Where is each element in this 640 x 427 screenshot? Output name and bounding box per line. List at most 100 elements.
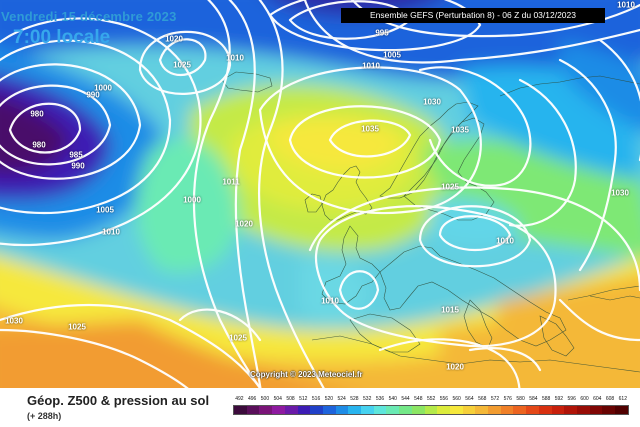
scale-label: 576	[503, 396, 512, 402]
isobar-label: 1025	[441, 182, 459, 192]
scale-swatch	[310, 406, 323, 414]
scale-swatch	[437, 406, 450, 414]
scale-swatch	[475, 406, 489, 414]
isobar-label: 1025	[173, 60, 191, 70]
scale-swatch	[246, 406, 260, 414]
isobar-label: 990	[71, 161, 85, 171]
isobar-label: 1010	[226, 53, 244, 63]
scale-label: 544	[401, 396, 410, 402]
scale-label: 516	[311, 396, 321, 402]
scale-label: 508	[286, 396, 295, 402]
copyright-notice: Copyright © 2023 Meteociel.fr	[250, 370, 363, 379]
scale-swatch	[399, 406, 412, 414]
scale-label: 512	[299, 396, 308, 402]
scale-label: 540	[388, 396, 397, 402]
color-scale-legend: 492 496 500 504 508 512 516 520 524 528 532 536 540 5…	[233, 396, 629, 424]
isobar-label: 1010	[362, 61, 380, 71]
scale-label: 532	[363, 396, 372, 402]
scale-swatch	[500, 406, 514, 414]
scale-label: 528	[350, 396, 359, 402]
scale-swatch	[602, 406, 616, 414]
isobar-label: 980	[30, 109, 44, 119]
isobar-label: 1035	[361, 124, 379, 134]
forecast-date: Vendredi 15 décembre 2023	[1, 9, 177, 24]
scale-swatch	[234, 406, 247, 414]
scale-swatch	[284, 406, 298, 414]
scale-label: 568	[478, 396, 487, 402]
scale-swatch	[424, 406, 438, 414]
scale-swatch	[589, 406, 603, 414]
scale-swatch	[462, 406, 476, 414]
scale-label: 604	[593, 396, 602, 402]
isobar-label: 1000	[94, 83, 112, 93]
model-run-info: Ensemble GEFS (Perturbation 8) - 06 Z du…	[341, 8, 605, 23]
scale-label: 564	[465, 396, 474, 402]
scale-swatch	[526, 406, 539, 414]
scale-label: 596	[567, 396, 576, 402]
isobar-label: 1010	[102, 227, 120, 237]
isobar-label: 1010	[496, 236, 514, 246]
scale-label: 580	[516, 396, 525, 402]
scale-swatch	[488, 406, 501, 414]
scale-label: 504	[273, 396, 282, 402]
scale-label: 572	[490, 396, 500, 402]
isobar-label: 1010	[617, 0, 635, 10]
scale-swatch	[513, 406, 527, 414]
isobar-label: 1005	[383, 50, 401, 60]
scale-label: 536	[375, 396, 385, 402]
scale-swatch	[361, 406, 374, 414]
isobar-label: 1030	[423, 97, 441, 107]
isobar-label: 1015	[441, 305, 459, 315]
chart-title: Géop. Z500 & pression au sol	[27, 393, 210, 408]
isobar-label: 980	[32, 140, 46, 150]
isobar-label: 1011	[222, 177, 240, 187]
isobar-label: 1025	[229, 333, 247, 343]
scale-label: 492	[235, 396, 244, 402]
scale-label: 608	[605, 396, 615, 402]
scale-swatch	[615, 406, 628, 414]
scale-label: 524	[337, 396, 346, 402]
scale-swatch	[348, 406, 362, 414]
scale-swatch	[335, 406, 349, 414]
scale-swatch	[297, 406, 311, 414]
isobar-label: 1035	[451, 125, 469, 135]
isobar-label: 1030	[5, 316, 23, 326]
scale-swatch	[449, 406, 463, 414]
scale-swatch	[386, 406, 400, 414]
isobar-label: 1000	[183, 195, 201, 205]
isobar-label: 1020	[446, 362, 464, 372]
isobar-label: 995	[375, 28, 389, 38]
scale-swatch	[576, 406, 590, 414]
scale-label: 556	[439, 396, 449, 402]
isobar-label: 1030	[611, 188, 629, 198]
scale-swatch	[322, 406, 336, 414]
forecast-local-time: 7:00 locale	[13, 27, 111, 48]
scale-swatch	[411, 406, 425, 414]
chart-footer: Géop. Z500 & pression au sol (+ 288h) 49…	[0, 388, 640, 427]
isobar-label: 1020	[165, 34, 183, 44]
scale-label: 548	[414, 396, 423, 402]
scale-label: 496	[248, 396, 257, 402]
isobar-label: 1005	[96, 205, 114, 215]
isobar-label: 1020	[235, 219, 253, 229]
scale-swatch	[259, 406, 273, 414]
scale-label: 600	[580, 396, 589, 402]
scale-label: 520	[324, 396, 334, 402]
scale-label: 612	[618, 396, 627, 402]
scale-swatch	[538, 406, 552, 414]
scale-label: 584	[529, 396, 538, 402]
isobar-label: 990	[86, 90, 100, 100]
scale-label: 552	[426, 396, 436, 402]
scale-swatch	[272, 406, 285, 414]
scale-label: 500	[260, 396, 270, 402]
map-canvas	[0, 0, 640, 388]
isobar-label: 1010	[321, 296, 339, 306]
scale-label: 588	[541, 396, 551, 402]
forecast-map: Vendredi 15 décembre 2023 7:00 locale En…	[0, 0, 640, 388]
color-scale-labels: 492 496 500 504 508 512 516 520 524 528 532 536 540 5…	[233, 396, 629, 402]
isobar-label: 1025	[68, 322, 86, 332]
isobar-label: 985	[69, 150, 83, 160]
scale-swatch	[564, 406, 577, 414]
scale-label: 560	[452, 396, 461, 402]
